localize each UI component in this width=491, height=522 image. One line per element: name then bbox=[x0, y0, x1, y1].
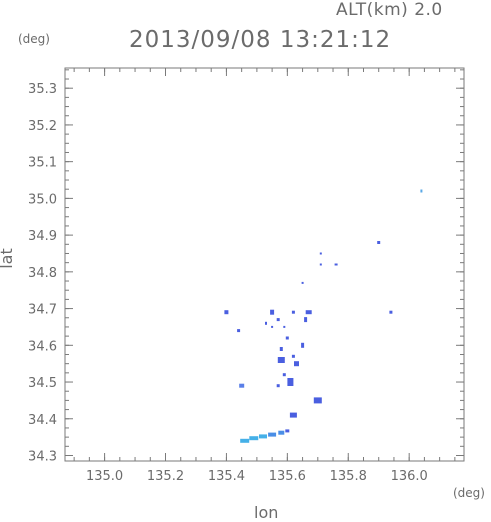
data-point bbox=[285, 429, 290, 433]
y-tick-label: 34.3 bbox=[28, 449, 57, 464]
x-tick-label: 135.2 bbox=[147, 469, 184, 484]
data-point bbox=[271, 325, 274, 328]
x-axis-unit: (deg) bbox=[453, 486, 485, 500]
y-tick-label: 34.8 bbox=[28, 266, 57, 281]
data-point bbox=[389, 310, 393, 314]
data-point bbox=[301, 281, 304, 284]
data-point bbox=[276, 318, 280, 322]
data-point bbox=[268, 432, 277, 437]
axis-ticks: 135.0 135.2 135.4 135.6 135.8 136.0 34.3 34.4 34… bbox=[28, 68, 464, 484]
data-point bbox=[279, 347, 283, 351]
x-tick-label: 135.4 bbox=[208, 469, 245, 484]
data-point bbox=[291, 354, 295, 358]
x-tick-label: 136.0 bbox=[391, 469, 428, 484]
data-point bbox=[282, 373, 286, 377]
data-point bbox=[313, 397, 322, 404]
y-tick-label: 35.3 bbox=[28, 82, 57, 97]
data-point bbox=[334, 263, 338, 266]
data-point bbox=[294, 361, 299, 367]
data-point bbox=[283, 325, 286, 328]
data-point bbox=[265, 321, 267, 325]
altitude-label: ALT(km) 2.0 bbox=[336, 0, 443, 20]
data-point bbox=[224, 310, 229, 315]
data-point bbox=[319, 263, 322, 266]
y-tick-label: 34.4 bbox=[28, 413, 57, 428]
data-point bbox=[319, 252, 322, 255]
y-tick-label: 35.2 bbox=[28, 119, 57, 134]
data-point bbox=[276, 384, 280, 388]
data-point bbox=[239, 383, 245, 388]
data-point bbox=[285, 336, 289, 340]
data-point bbox=[301, 342, 305, 348]
x-axis-label: lon bbox=[254, 503, 279, 522]
y-axis-unit: (deg) bbox=[18, 32, 50, 46]
data-point bbox=[240, 438, 250, 443]
y-tick-label: 34.5 bbox=[28, 376, 57, 391]
x-tick-label: 135.8 bbox=[330, 469, 367, 484]
data-point bbox=[304, 317, 308, 323]
x-tick-label: 135.6 bbox=[269, 469, 306, 484]
data-point bbox=[291, 310, 295, 314]
data-point bbox=[305, 310, 312, 315]
data-point bbox=[249, 436, 259, 441]
y-tick-label: 34.7 bbox=[28, 303, 57, 318]
plot-frame bbox=[64, 67, 465, 462]
data-point bbox=[237, 329, 241, 333]
data-point bbox=[277, 357, 285, 363]
data-point bbox=[420, 189, 423, 193]
data-points bbox=[224, 189, 423, 443]
data-point bbox=[259, 434, 267, 439]
x-tick-label: 135.0 bbox=[86, 469, 123, 484]
data-point bbox=[278, 430, 285, 435]
data-point bbox=[289, 412, 297, 418]
y-tick-label: 34.9 bbox=[28, 229, 57, 244]
y-tick-label: 35.0 bbox=[28, 192, 57, 207]
chart-title-timestamp: 2013/09/08 13:21:12 bbox=[129, 27, 392, 53]
data-point bbox=[287, 378, 294, 386]
y-tick-label: 35.1 bbox=[28, 156, 57, 171]
data-point bbox=[270, 309, 275, 315]
y-tick-label: 34.6 bbox=[28, 339, 57, 354]
data-point bbox=[377, 241, 381, 244]
